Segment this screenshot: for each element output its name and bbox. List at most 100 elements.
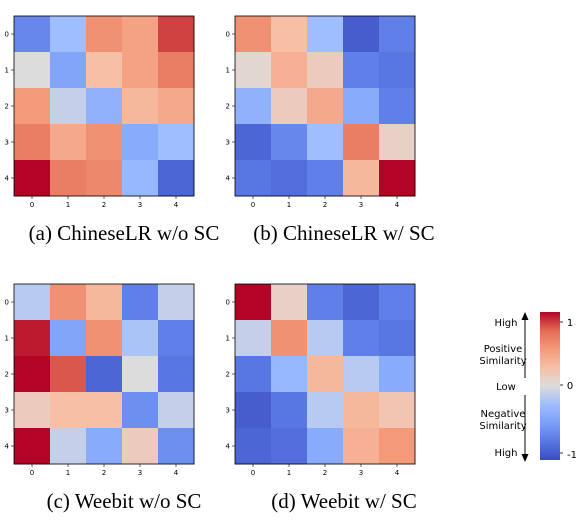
cell-r2-c1	[50, 88, 87, 125]
cell-r0-c1	[50, 284, 87, 321]
y-tick-label: 3	[5, 407, 9, 415]
cell-r2-c2	[307, 356, 344, 393]
cell-r2-c3	[122, 88, 159, 125]
cell-r1-c1	[271, 52, 308, 89]
y-tick-label: 0	[5, 31, 9, 39]
x-tick-label: 0	[30, 201, 34, 209]
cell-r1-c4	[158, 52, 195, 89]
x-tick-label: 2	[323, 469, 327, 477]
cell-r1-c0	[14, 52, 51, 89]
cell-r0-c0	[14, 16, 51, 53]
cell-r4-c0	[14, 428, 51, 465]
x-tick-label: 3	[359, 469, 363, 477]
cell-r2-c4	[158, 88, 195, 125]
cell-r0-c0	[235, 16, 272, 53]
cell-r4-c2	[307, 428, 344, 465]
x-tick-label: 1	[66, 469, 70, 477]
x-tick-label: 0	[251, 469, 255, 477]
similarity-legend: High Positive Similarity Low Negative Si…	[479, 312, 529, 462]
cell-r1-c0	[235, 52, 272, 89]
cell-r4-c0	[235, 160, 272, 197]
cell-r3-c0	[235, 124, 272, 161]
y-tick-label: 2	[5, 371, 9, 379]
cell-r3-c0	[235, 392, 272, 429]
x-tick-label: 3	[359, 201, 363, 209]
cell-r1-c2	[86, 320, 123, 357]
cell-r3-c1	[271, 392, 308, 429]
cell-r4-c2	[86, 428, 123, 465]
cell-r0-c4	[379, 16, 416, 53]
cell-r2-c4	[158, 356, 195, 393]
cell-r0-c4	[158, 16, 195, 53]
colorbar: 1 0 -1	[540, 312, 577, 461]
y-tick-label: 0	[5, 299, 9, 307]
cell-r4-c4	[379, 160, 416, 197]
heatmap-chineselr-without-sc: 0 1 2 3 4 0 1 2 3 4	[5, 15, 195, 209]
arrow-up-icon	[521, 312, 529, 320]
legend-positive-line1: Positive	[484, 344, 523, 355]
x-tick-label: 4	[174, 201, 179, 209]
cell-r3-c4	[158, 392, 195, 429]
legend-high-top: High	[495, 318, 518, 329]
cell-r1-c2	[307, 52, 344, 89]
cell-r0-c1	[271, 16, 308, 53]
cell-r0-c0	[14, 284, 51, 321]
x-tick-label: 3	[138, 469, 142, 477]
cell-r2-c1	[271, 356, 308, 393]
cell-r0-c1	[271, 284, 308, 321]
y-tick-label: 4	[226, 443, 231, 451]
y-tick-label: 1	[5, 335, 9, 343]
cell-r4-c4	[379, 428, 416, 465]
y-tick-label: 3	[5, 139, 9, 147]
cell-r4-c3	[343, 160, 380, 197]
cell-r4-c3	[122, 428, 159, 465]
cell-r1-c3	[122, 52, 159, 89]
x-tick-label: 4	[395, 201, 400, 209]
cell-r0-c0	[235, 284, 272, 321]
y-tick-label: 2	[226, 371, 230, 379]
cell-r2-c2	[86, 356, 123, 393]
colorbar-tick-1: 1	[567, 318, 573, 329]
cell-r3-c4	[158, 124, 195, 161]
y-tick-label: 3	[226, 407, 230, 415]
cell-r3-c0	[14, 392, 51, 429]
cell-r1-c2	[307, 320, 344, 357]
y-tick-label: 4	[226, 175, 231, 183]
cell-r0-c3	[122, 16, 159, 53]
caption-b: (b) ChineseLR w/ SC	[253, 221, 434, 245]
arrow-down-icon	[521, 454, 529, 462]
cell-r3-c3	[343, 124, 380, 161]
cell-r2-c3	[122, 356, 159, 393]
x-tick-label: 2	[102, 201, 106, 209]
cell-r3-c4	[379, 124, 416, 161]
caption-d: (d) Weebit w/ SC	[271, 489, 417, 513]
cell-r3-c0	[14, 124, 51, 161]
cell-r3-c3	[122, 392, 159, 429]
cell-r2-c3	[343, 356, 380, 393]
cell-r4-c0	[235, 428, 272, 465]
x-tick-label: 0	[30, 469, 34, 477]
x-tick-label: 1	[287, 201, 291, 209]
colorbar-tick-0: 0	[567, 381, 573, 392]
cell-r2-c1	[50, 356, 87, 393]
legend-negative-line2: Similarity	[479, 421, 526, 432]
heatmap-weebit-without-sc: 0 1 2 3 4 0 1 2 3 4	[5, 283, 195, 477]
cell-r4-c4	[158, 160, 195, 197]
cell-r4-c3	[343, 428, 380, 465]
cell-r3-c3	[343, 392, 380, 429]
y-tick-label: 0	[226, 299, 230, 307]
cell-r2-c4	[379, 356, 416, 393]
cell-r3-c2	[86, 392, 123, 429]
y-tick-label: 1	[226, 335, 230, 343]
x-tick-label: 4	[174, 469, 179, 477]
y-tick-label: 2	[5, 103, 9, 111]
cell-r3-c1	[50, 392, 87, 429]
cell-r1-c3	[343, 52, 380, 89]
legend-low: Low	[496, 382, 516, 393]
caption-c: (c) Weebit w/o SC	[47, 489, 202, 513]
cell-r2-c0	[14, 88, 51, 125]
cell-r4-c2	[86, 160, 123, 197]
cell-r4-c1	[271, 160, 308, 197]
cell-r0-c3	[122, 284, 159, 321]
cell-r4-c0	[14, 160, 51, 197]
